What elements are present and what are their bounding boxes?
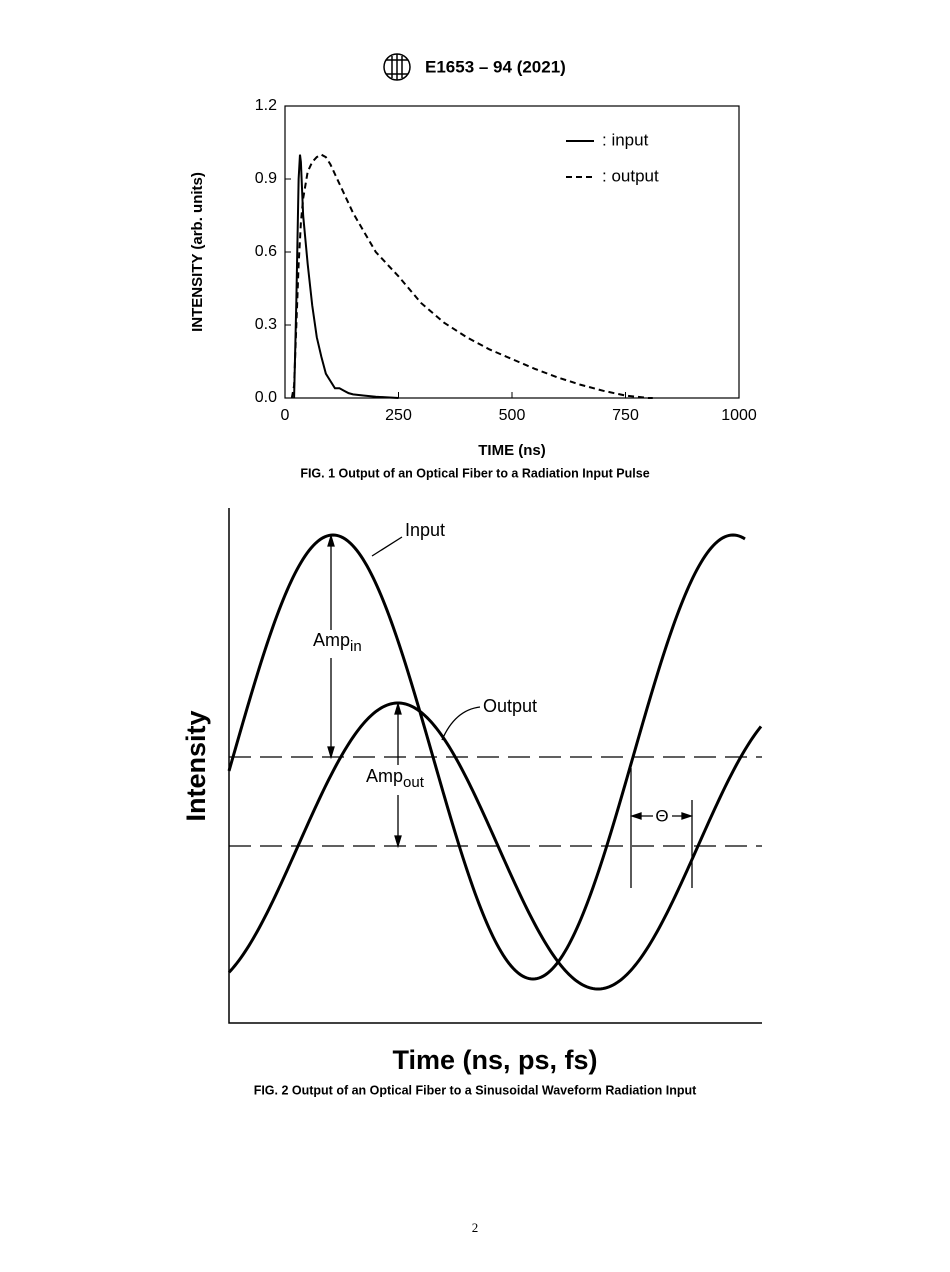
x-tick-label: 500 xyxy=(499,407,526,424)
x-tick-label: 250 xyxy=(385,407,412,424)
figure-2 xyxy=(227,508,763,1024)
y-tick-label: 0.3 xyxy=(255,316,277,333)
x-tick-label: 1000 xyxy=(721,407,757,424)
y-tick-label: 0.9 xyxy=(255,170,277,187)
plot-frame xyxy=(284,105,740,399)
series-line xyxy=(293,154,399,399)
x-tick-label: 0 xyxy=(281,407,290,424)
input-leader xyxy=(371,536,403,557)
amp-out-sub: out xyxy=(403,774,425,791)
x-axis-label: TIME (ns) xyxy=(478,442,546,459)
amp-out-label: Ampout xyxy=(366,766,425,791)
input-label: Input xyxy=(405,520,445,540)
figure-1: TIME (ns) INTENSITY (arb. units) FIG. 1 … xyxy=(189,97,757,480)
y-tick-label: 0.6 xyxy=(255,243,277,260)
amp-in-sub: in xyxy=(350,638,362,655)
y-axis-label: INTENSITY (arb. units) xyxy=(189,172,206,332)
designation: E1653 – 94 (2021) xyxy=(425,57,566,76)
y-tick-label: 0.0 xyxy=(255,389,277,406)
amp-in-base: Amp xyxy=(313,630,350,650)
output-label: Output xyxy=(483,696,537,716)
figure-caption: FIG. 1 Output of an Optical Fiber to a R… xyxy=(300,466,649,480)
fig2-x-label: Time (ns, ps, fs) xyxy=(392,1045,597,1075)
page-number: 2 xyxy=(472,1220,479,1235)
phase-marker xyxy=(629,768,694,888)
figure-caption: FIG. 2 Output of an Optical Fiber to a S… xyxy=(254,1083,697,1097)
y-tick-label: 1.2 xyxy=(255,97,277,114)
amp-in-arrow xyxy=(327,533,335,760)
output-wave xyxy=(227,701,763,991)
fig2-y-label: Intensity xyxy=(181,710,211,821)
legend-label: : input xyxy=(602,130,649,149)
amp-in-label: Ampin xyxy=(313,630,362,655)
amp-out-arrow xyxy=(394,701,402,849)
amp-out-base: Amp xyxy=(366,766,403,786)
axes xyxy=(228,508,762,1024)
input-wave xyxy=(227,533,746,981)
x-tick-label: 750 xyxy=(612,407,639,424)
series-line xyxy=(290,153,653,399)
phase-label: Θ xyxy=(655,806,668,825)
astm-logo xyxy=(383,53,411,81)
output-leader xyxy=(441,706,481,741)
legend-label: : output xyxy=(602,166,659,185)
